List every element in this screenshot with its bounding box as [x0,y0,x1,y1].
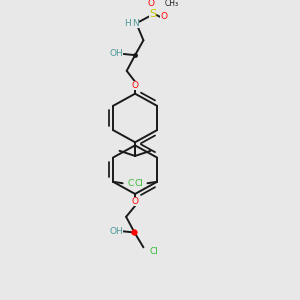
Text: O: O [132,81,139,90]
Text: N: N [132,19,139,28]
Text: CH₃: CH₃ [164,0,178,8]
Text: S: S [149,9,156,19]
Text: O: O [160,12,167,21]
Text: O: O [147,0,155,8]
Text: OH: OH [110,49,123,58]
Text: O: O [132,197,139,206]
Text: Cl: Cl [149,247,158,256]
Text: Cl: Cl [134,179,143,188]
Text: H: H [124,19,131,28]
Text: OH: OH [109,226,123,236]
Text: Cl: Cl [127,179,136,188]
